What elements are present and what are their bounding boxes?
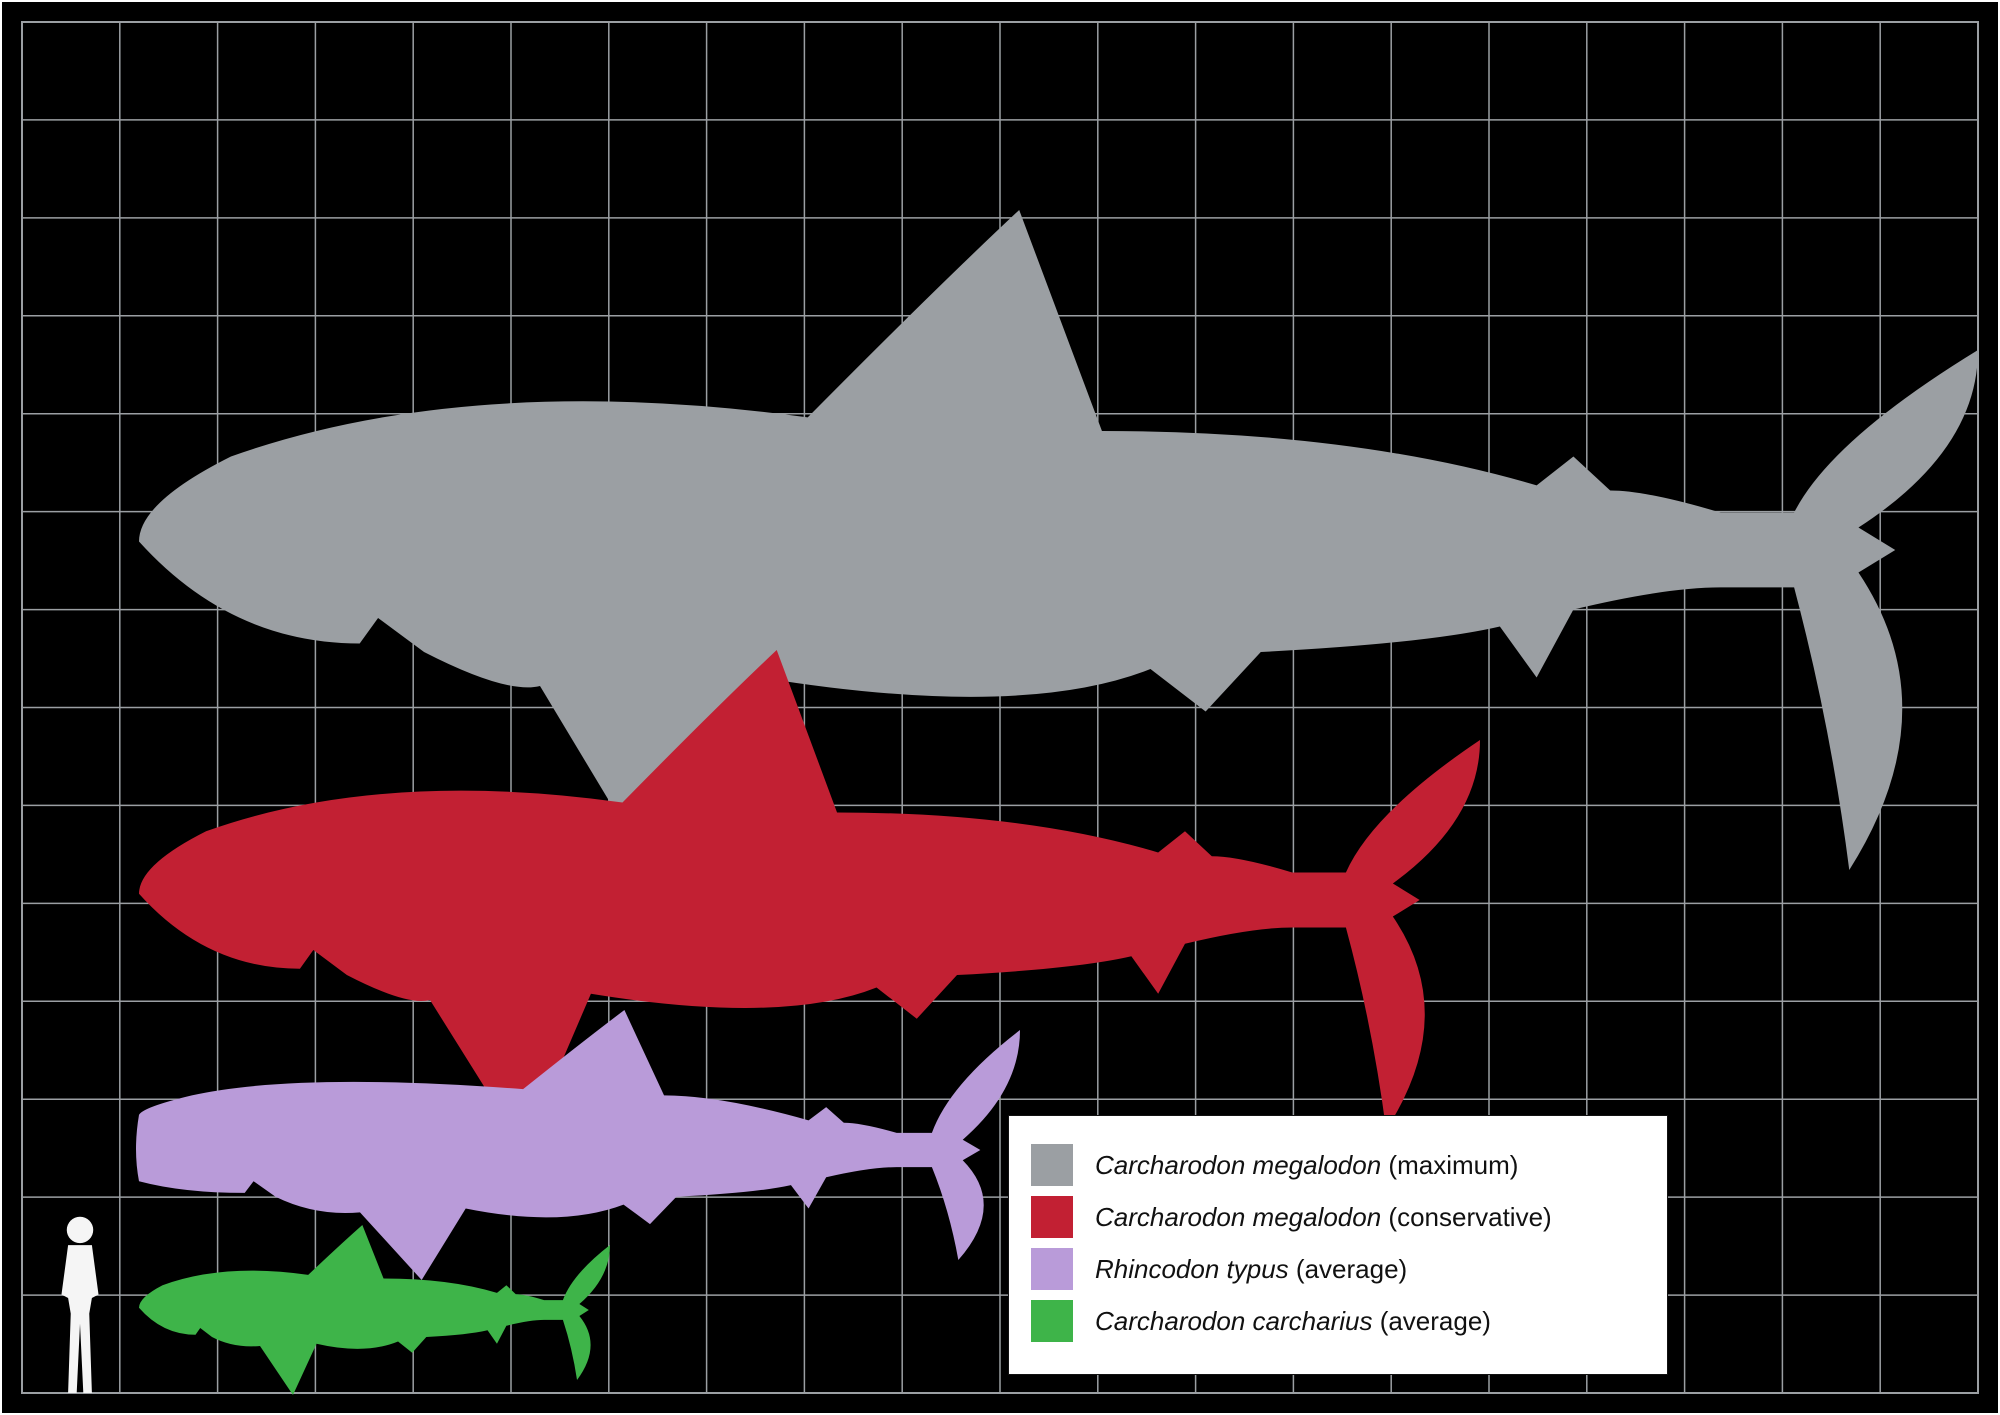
legend-item: Rhincodon typus (average) bbox=[1031, 1248, 1645, 1290]
legend-item: Carcharodon carcharius (average) bbox=[1031, 1300, 1645, 1342]
legend-scientific-name: Carcharodon carcharius bbox=[1095, 1306, 1372, 1336]
legend-item: Carcharodon megalodon (conservative) bbox=[1031, 1196, 1645, 1238]
legend: Carcharodon megalodon (maximum)Carcharod… bbox=[1008, 1115, 1668, 1375]
diagram-svg bbox=[0, 0, 2000, 1415]
legend-item: Carcharodon megalodon (maximum) bbox=[1031, 1144, 1645, 1186]
legend-label: Rhincodon typus (average) bbox=[1095, 1254, 1407, 1285]
legend-scientific-name: Carcharodon megalodon bbox=[1095, 1150, 1381, 1180]
legend-qualifier: (average) bbox=[1289, 1254, 1408, 1284]
legend-qualifier: (maximum) bbox=[1381, 1150, 1518, 1180]
legend-label: Carcharodon megalodon (conservative) bbox=[1095, 1202, 1552, 1233]
legend-scientific-name: Carcharodon megalodon bbox=[1095, 1202, 1381, 1232]
legend-label: Carcharodon carcharius (average) bbox=[1095, 1306, 1491, 1337]
legend-swatch bbox=[1031, 1300, 1073, 1342]
legend-label: Carcharodon megalodon (maximum) bbox=[1095, 1150, 1518, 1181]
legend-swatch bbox=[1031, 1248, 1073, 1290]
legend-qualifier: (average) bbox=[1372, 1306, 1491, 1336]
legend-scientific-name: Rhincodon typus bbox=[1095, 1254, 1289, 1284]
legend-swatch bbox=[1031, 1144, 1073, 1186]
legend-swatch bbox=[1031, 1196, 1073, 1238]
shark-size-comparison-diagram: Carcharodon megalodon (maximum)Carcharod… bbox=[0, 0, 2000, 1415]
legend-qualifier: (conservative) bbox=[1381, 1202, 1552, 1232]
